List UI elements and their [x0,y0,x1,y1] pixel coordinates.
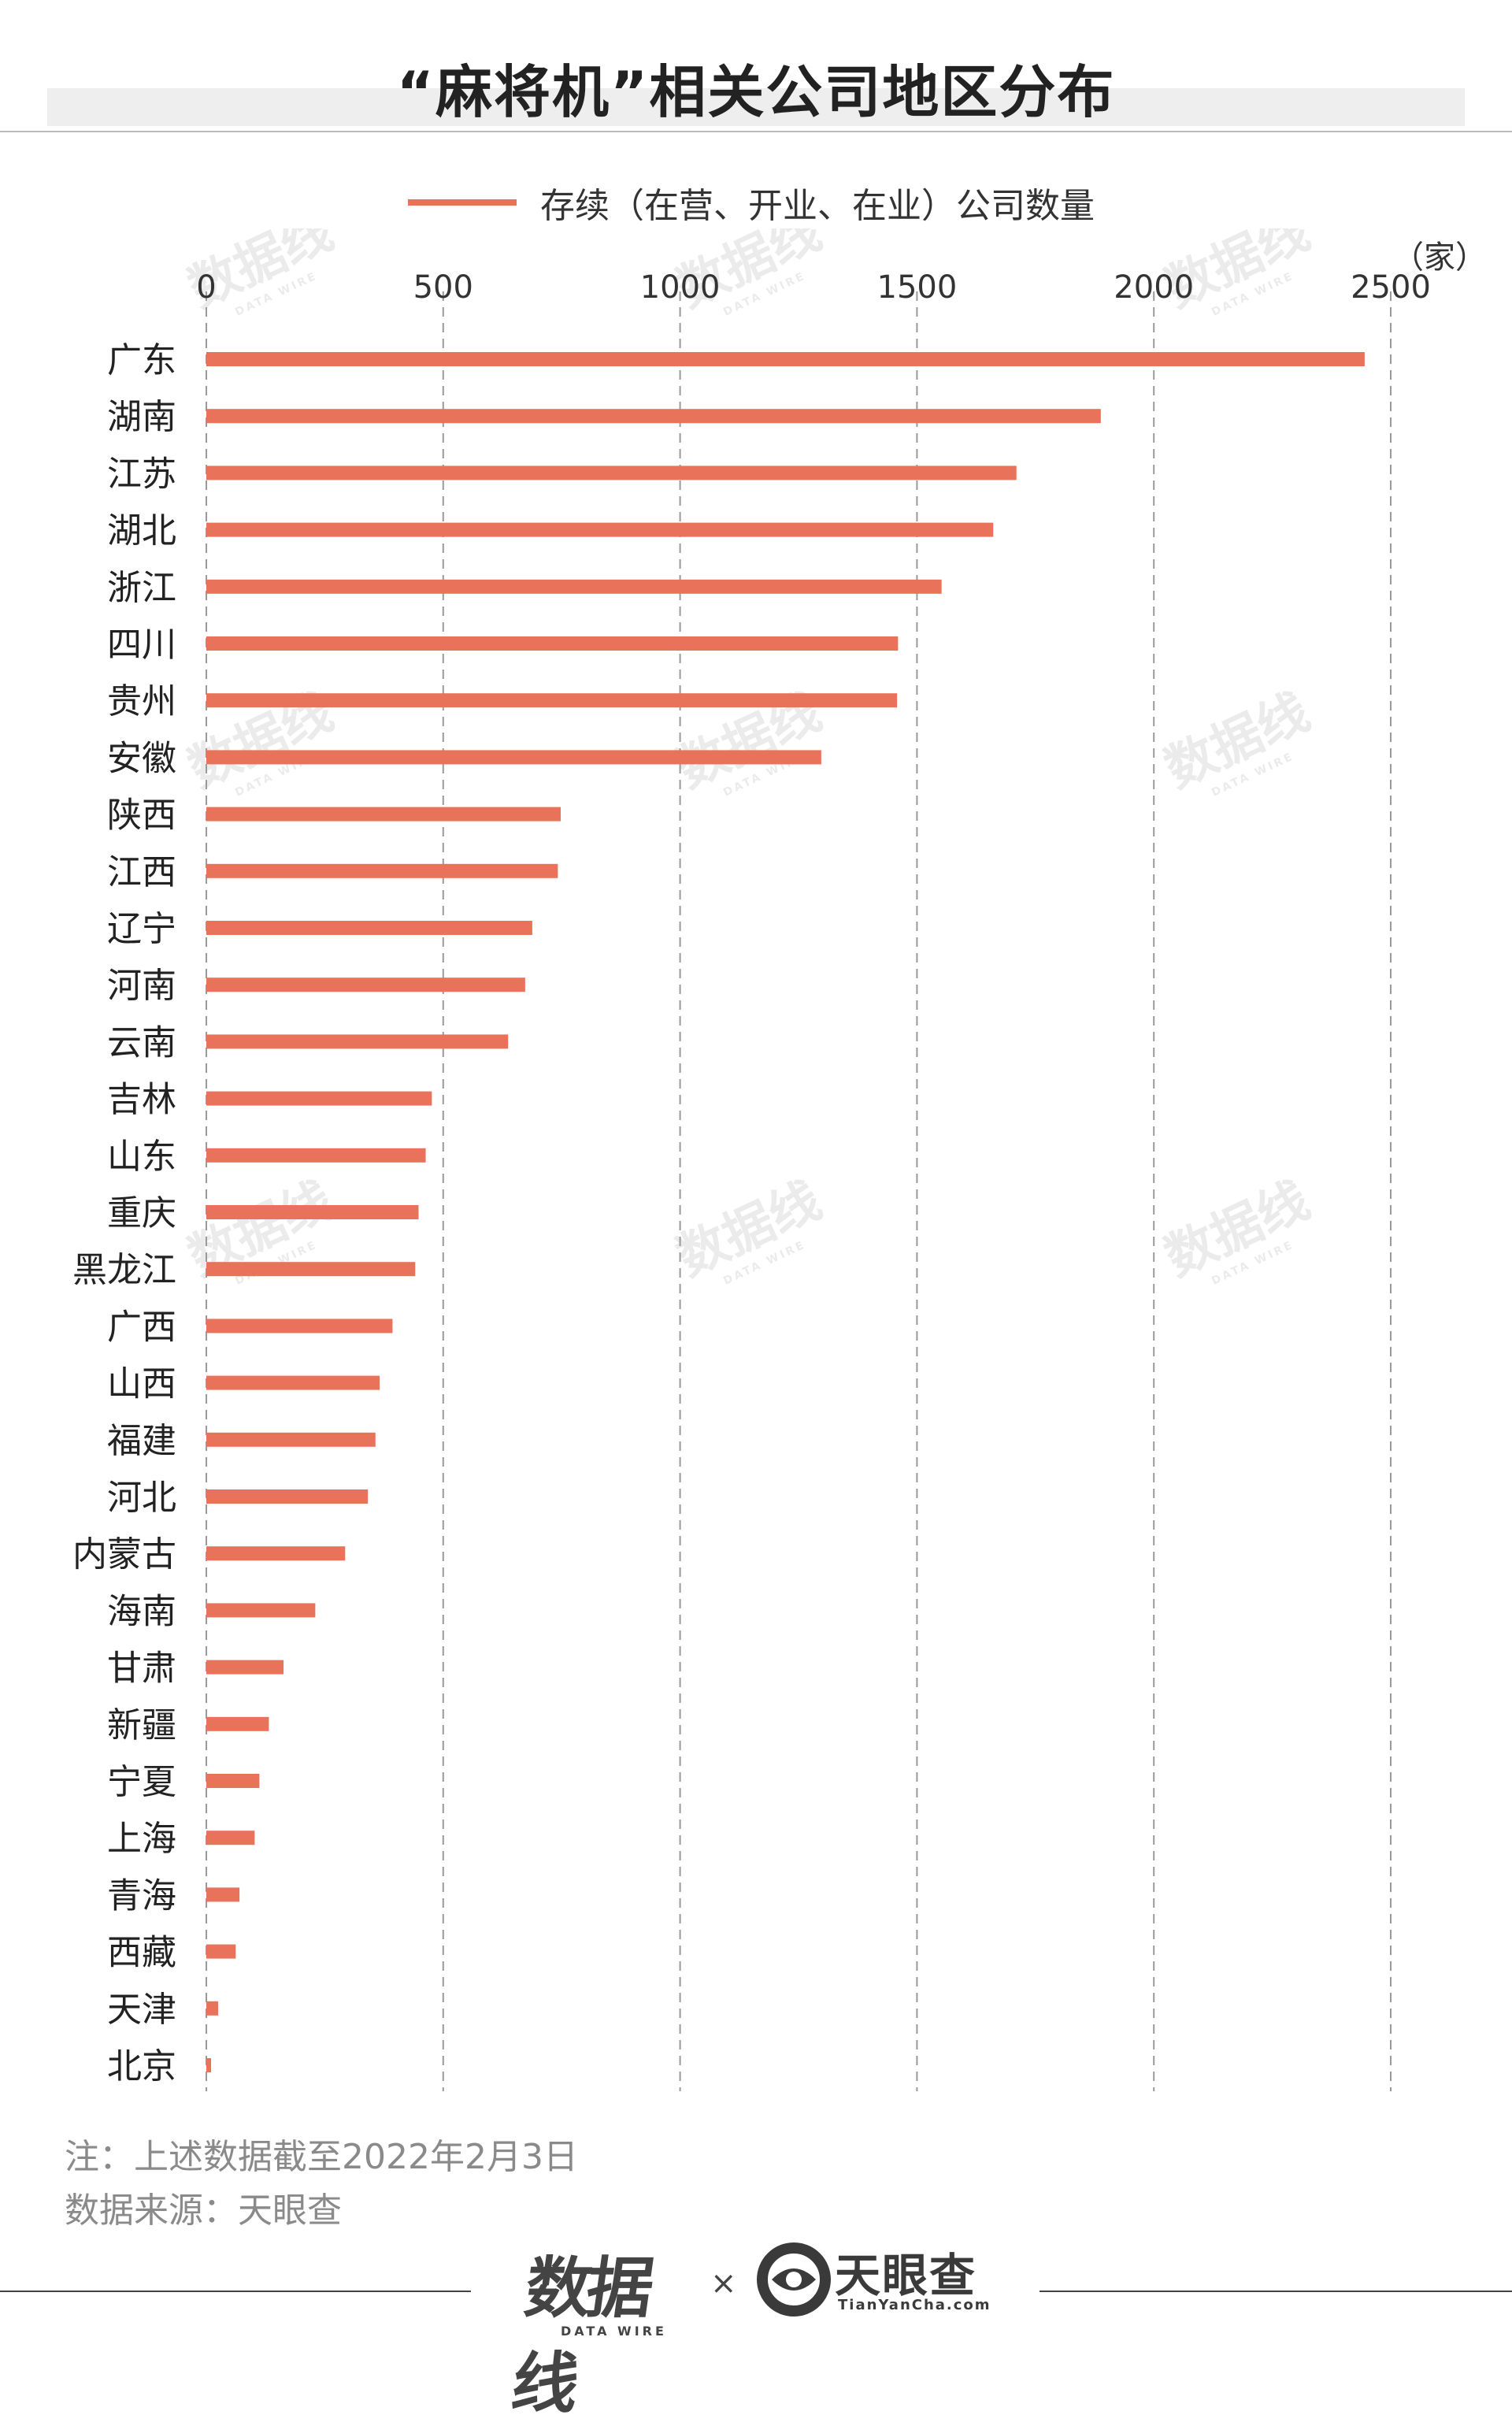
title-band [47,88,1465,126]
category-label: 广东 [107,340,176,380]
category-label: 河北 [107,1478,176,1518]
category-label: 北京 [107,2046,176,2087]
bar [206,1887,240,1902]
bar [206,977,525,992]
category-label: 天津 [107,1990,176,2030]
category-labels: 广东湖南江苏湖北浙江四川贵州安徽陕西江西辽宁河南云南吉林山东重庆黑龙江广西山西福… [72,340,176,2087]
chart-title: “麻将机”相关公司地区分布 [396,59,1116,125]
category-label: 福建 [107,1421,176,1461]
category-label: 浙江 [107,568,176,608]
category-label: 甘肃 [107,1649,176,1689]
category-label: 黑龙江 [72,1250,176,1290]
datawire-logo: 数据线 DATA WIRE [507,2235,693,2422]
bar [206,1660,284,1675]
bar [206,693,898,708]
bar [206,1262,416,1277]
bar [206,1716,269,1731]
legend-swatch [408,199,517,206]
footnote-date: 注：上述数据截至2022年2月3日 [65,2137,578,2177]
bar [206,579,942,594]
category-label: 海南 [107,1591,176,1631]
category-label: 上海 [107,1819,176,1859]
bar [206,1774,260,1788]
x-tick-label: 500 [413,269,473,306]
bar [206,636,899,651]
category-label: 江苏 [107,454,176,494]
bar [206,1319,393,1334]
tianyancha-eye-icon [757,2242,831,2317]
category-label: 吉林 [107,1080,176,1120]
title-divider [0,131,1512,132]
legend-label: 存续（在营、开业、在业）公司数量 [540,186,1095,226]
bar [206,1148,426,1163]
bar [206,1603,316,1618]
bar [206,522,994,537]
category-label: 江西 [107,852,176,892]
legend: 存续（在营、开业、在业）公司数量 [408,175,1095,230]
category-label: 安徽 [107,738,176,778]
category-label: 宁夏 [107,1762,176,1802]
x-tick-label: 1000 [640,269,721,306]
bar [206,1489,369,1504]
bar [206,750,821,765]
bar [206,352,1365,366]
category-label: 青海 [107,1875,176,1916]
bars [206,352,1365,2072]
x-tick-label: 2500 [1351,269,1431,306]
category-label: 新疆 [107,1705,176,1745]
tianyancha-logo-url: TianYanCha.com [838,2297,991,2313]
tianyancha-logo-name: 天眼查 [835,2249,977,2302]
bar [206,1944,236,1959]
bar [206,1375,380,1390]
category-label: 陕西 [107,796,176,836]
category-label: 湖南 [107,397,176,437]
x-tick-label: 0 [196,269,216,306]
bar [206,409,1101,424]
bar [206,807,561,822]
x-tick-label: 2000 [1114,269,1194,306]
category-label: 山西 [107,1364,176,1404]
bar [206,2058,212,2072]
bar [206,1034,509,1049]
category-label: 广西 [107,1307,176,1347]
category-label: 山东 [107,1137,176,1177]
datawire-logo-sub: DATA WIRE [561,2324,667,2339]
footer-rule-right [1040,2291,1512,2292]
category-label: 湖北 [107,511,176,551]
category-label: 重庆 [107,1193,176,1233]
x-tick-label: 1500 [877,269,958,306]
category-label: 四川 [107,625,176,665]
x-axis-ticks: 0 500 1000 1500 2000 2500 [196,269,1431,306]
x-axis-unit: （家） [1392,239,1487,276]
bar [206,863,558,878]
footer-rule-left [0,2291,471,2292]
bar [206,921,532,935]
bar [206,1432,376,1447]
category-label: 西藏 [107,1933,176,1973]
footnote-source: 数据来源：天眼查 [65,2190,342,2231]
category-label: 云南 [107,1022,176,1063]
category-label: 河南 [107,966,176,1006]
bar [206,466,1017,480]
bar [206,1831,255,1845]
category-label: 辽宁 [107,909,176,949]
category-label: 内蒙古 [72,1534,176,1575]
bar [206,1546,346,1561]
category-label: 贵州 [107,681,176,721]
bar [206,1205,419,1219]
tianyancha-logo: 天眼查 TianYanCha.com [756,2237,1000,2324]
logo-separator: × [710,2265,737,2302]
bar [206,1091,432,1106]
bar [206,2001,219,2016]
